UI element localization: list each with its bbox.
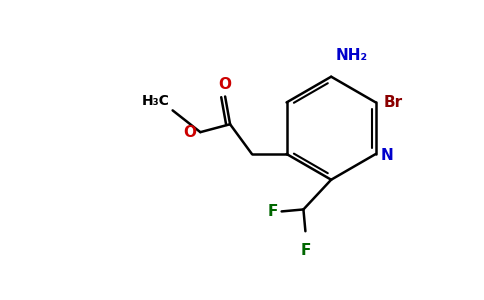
- Text: F: F: [300, 243, 311, 258]
- Text: O: O: [219, 76, 232, 92]
- Text: H₃C: H₃C: [142, 94, 170, 108]
- Text: N: N: [381, 148, 393, 164]
- Text: F: F: [267, 204, 278, 219]
- Text: NH₂: NH₂: [335, 48, 367, 63]
- Text: Br: Br: [384, 95, 403, 110]
- Text: O: O: [183, 125, 197, 140]
